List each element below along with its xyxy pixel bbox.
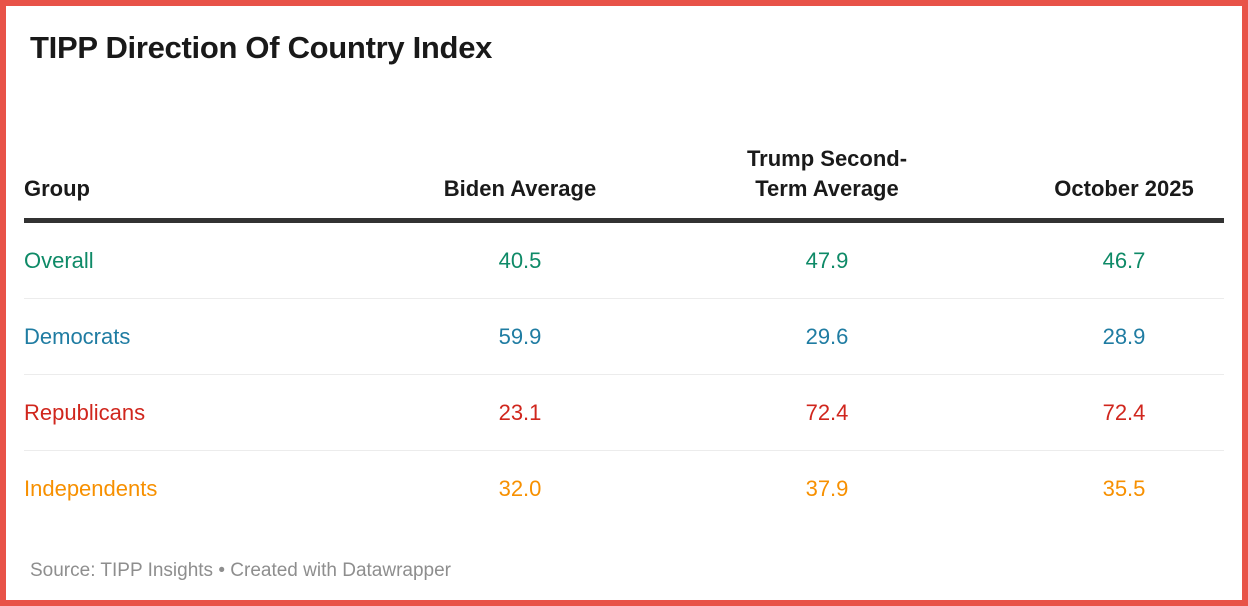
column-header-october-2025: October 2025 <box>1054 176 1194 201</box>
cell-value: 59.9 <box>498 323 542 349</box>
cell-value: 47.9 <box>805 247 849 273</box>
cell-value: 72.4 <box>805 399 849 425</box>
cell-value: 40.5 <box>498 247 542 273</box>
row-label: Republicans <box>24 399 146 425</box>
cell-value: 29.6 <box>805 323 849 349</box>
column-header-trump-average: Trump Second- Term Average <box>746 146 908 201</box>
cell-value: 23.1 <box>498 399 542 425</box>
datawrapper-link[interactable]: Created with Datawrapper <box>230 560 451 581</box>
country-index-table: Group Biden Average Trump Second- Term A… <box>24 88 1224 526</box>
table-row-overall: Overall 40.5 47.9 46.7 <box>24 221 1224 299</box>
table-header-row: Group Biden Average Trump Second- Term A… <box>24 88 1224 221</box>
cell-value: 72.4 <box>1102 399 1146 425</box>
cell-value: 35.5 <box>1102 475 1146 501</box>
cell-value: 28.9 <box>1102 323 1146 349</box>
table-row-independents: Independents 32.0 37.9 35.5 <box>24 450 1224 527</box>
row-label: Independents <box>24 475 158 501</box>
row-label: Overall <box>24 247 94 273</box>
chart-title: TIPP Direction Of Country Index <box>30 30 493 65</box>
column-header-group: Group <box>24 176 90 201</box>
cell-value: 37.9 <box>805 475 849 501</box>
column-header-biden-average: Biden Average <box>443 176 597 201</box>
cell-value: 46.7 <box>1102 247 1146 273</box>
row-label: Democrats <box>24 323 131 349</box>
source-text: Source: TIPP Insights <box>30 560 214 581</box>
table-row-republicans: Republicans 23.1 72.4 72.4 <box>24 374 1224 451</box>
cell-value: 32.0 <box>498 475 542 501</box>
footer-separator: • <box>213 560 231 581</box>
table-row-democrats: Democrats 59.9 29.6 28.9 <box>24 298 1224 375</box>
attribution-footer: Source: TIPP Insights • Created with Dat… <box>30 559 1224 583</box>
